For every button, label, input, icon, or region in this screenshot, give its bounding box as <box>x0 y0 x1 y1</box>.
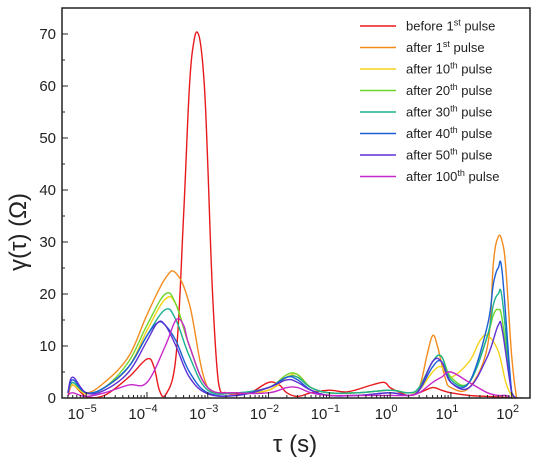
legend-text-main: after 10 <box>406 62 450 77</box>
series-line-8 <box>67 317 517 398</box>
y-axis-title: γ(τ) (Ω) <box>5 193 32 271</box>
legend-entry-label: after 50th pulse <box>406 147 492 163</box>
legend-entry-label: after 100th pulse <box>406 168 500 184</box>
y-tick-label: 40 <box>39 182 56 199</box>
x-tick-exponent: 2 <box>513 403 519 415</box>
legend-text-suffix: pulse <box>458 148 493 163</box>
legend-text-main: after 30 <box>406 105 450 120</box>
y-axis-title-group: γ(τ) (Ω) <box>5 193 32 271</box>
series-line-3 <box>67 295 517 398</box>
legend-text-suffix: pulse <box>465 169 500 184</box>
legend-text-suffix: pulse <box>458 126 493 141</box>
legend-text-suffix: pulse <box>458 62 493 77</box>
plot-frame <box>61 7 531 399</box>
y-tick-label: 70 <box>39 26 56 43</box>
legend-entry-label: after 20th pulse <box>406 82 492 98</box>
legend-text-main: after 50 <box>406 148 450 163</box>
x-tick-exponent: 1 <box>452 403 458 415</box>
x-tick-base: 10 <box>250 406 267 423</box>
legend-entry-label: after 40th pulse <box>406 125 492 141</box>
x-tick-label: 102 <box>496 403 519 423</box>
legend-text-superscript: th <box>450 104 458 114</box>
y-tick-label: 0 <box>48 390 56 407</box>
x-tick-label: 101 <box>436 403 459 423</box>
y-axis-ticks: 0 10 20 30 40 50 60 70 <box>39 7 68 407</box>
legend-text-superscript: th <box>457 168 465 178</box>
legend-text-main: after 100 <box>406 169 457 184</box>
x-axis-title: τ (s) <box>273 431 317 458</box>
y-tick-label: 20 <box>39 286 56 303</box>
x-tick-label: 100 <box>375 403 398 423</box>
x-tick-base: 10 <box>128 406 145 423</box>
series-line-7 <box>67 320 518 398</box>
series-line-4 <box>67 292 518 398</box>
x-tick-exponent: −3 <box>206 403 219 415</box>
x-tick-base: 10 <box>496 406 513 423</box>
x-tick-base: 10 <box>311 406 328 423</box>
x-tick-label: 10−3 <box>189 403 218 423</box>
legend-text-main: after 40 <box>406 126 450 141</box>
legend-text-superscript: th <box>450 61 458 71</box>
x-tick-base: 10 <box>436 406 453 423</box>
x-tick-base: 10 <box>375 406 392 423</box>
legend-text-superscript: st <box>443 39 451 49</box>
y-tick-label: 10 <box>39 338 56 355</box>
legend-text-suffix: pulse <box>450 40 485 55</box>
legend-entry-label: before 1st pulse <box>406 18 495 34</box>
x-tick-label: 10−2 <box>250 403 279 423</box>
legend-text-suffix: pulse <box>458 105 493 120</box>
x-tick-exponent: −1 <box>327 403 340 415</box>
legend-entry-label: after 30th pulse <box>406 104 492 120</box>
y-tick-label: 60 <box>39 78 56 95</box>
y-tick-label: 50 <box>39 130 56 147</box>
x-tick-label: 10−4 <box>128 403 157 423</box>
series-layer <box>67 31 523 398</box>
y-tick-label: 30 <box>39 234 56 251</box>
legend-entry-label: after 10th pulse <box>406 61 492 77</box>
legend-text-superscript: th <box>450 147 458 157</box>
legend-text-superscript: th <box>450 82 458 92</box>
x-tick-exponent: −5 <box>84 403 97 415</box>
legend-text-main: after 20 <box>406 83 450 98</box>
legend-text-superscript: th <box>450 125 458 135</box>
x-tick-label: 10−1 <box>311 403 340 423</box>
x-tick-label: 10−5 <box>68 403 97 423</box>
x-tick-base: 10 <box>189 406 206 423</box>
legend-entry-label: after 1st pulse <box>406 39 485 55</box>
legend-text-suffix: pulse <box>461 19 496 34</box>
x-tick-exponent: −2 <box>267 403 280 415</box>
x-axis-ticks: 10−5 10−4 10−3 10−2 10−1 100 101 102 <box>61 392 531 423</box>
legend-text-superscript: st <box>454 18 462 28</box>
legend-text-main: before 1 <box>406 19 454 34</box>
x-tick-base: 10 <box>68 406 85 423</box>
x-tick-exponent: −4 <box>145 403 158 415</box>
x-tick-exponent: 0 <box>391 403 397 415</box>
legend-text-suffix: pulse <box>458 83 493 98</box>
legend-text-main: after 1 <box>406 40 443 55</box>
